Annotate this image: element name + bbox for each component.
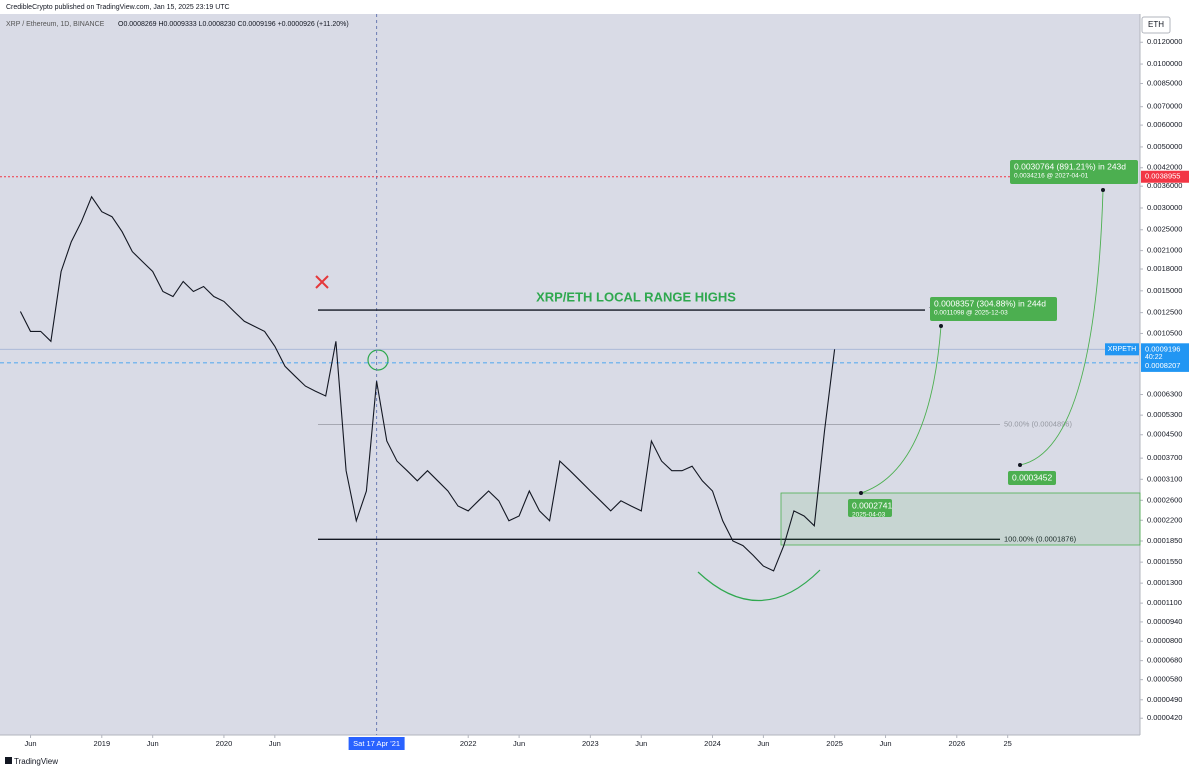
symbol-info: XRP / Ethereum, 1D, BINANCE: [6, 21, 105, 28]
currency-label[interactable]: ETH: [1148, 20, 1164, 29]
y-tick-label: 0.0085000: [1147, 78, 1182, 87]
projection-curve: [1019, 189, 1104, 466]
y-tick-label: 0.0002600: [1147, 495, 1182, 504]
y-tick-label: 0.0042000: [1147, 163, 1182, 172]
projection-text: 0.0030764 (891.21%) in 243d: [1014, 161, 1126, 171]
price-line: [19, 195, 836, 572]
x-tick-label: Jun: [879, 739, 891, 748]
x-tick-label: Jun: [635, 739, 647, 748]
y-tick-label: 0.0003100: [1147, 474, 1182, 483]
symbol-box: [1105, 343, 1139, 356]
projection-box: [848, 499, 892, 517]
y-tick-label: 0.0070000: [1147, 102, 1182, 111]
y-tick-label: 0.0018000: [1147, 264, 1182, 273]
logo-icon: [5, 757, 12, 764]
y-tick-label: 0.0006300: [1147, 390, 1182, 399]
x-tick-label: Jun: [24, 739, 36, 748]
circle-marker: [367, 349, 389, 371]
level-label: 50.00% (0.0004896): [1004, 420, 1072, 429]
y-tick-label: 0.0050000: [1147, 142, 1182, 151]
y-tick-label: 0.0036000: [1147, 181, 1182, 190]
alert-box: [1141, 170, 1189, 183]
x-tick-label: 2025: [826, 739, 843, 748]
y-tick-label: 0.0000580: [1147, 675, 1182, 684]
y-tick-label: 0.0002200: [1147, 515, 1182, 524]
ohlc-info: O0.0008269 H0.0009333 L0.0008230 C0.0009…: [118, 21, 349, 28]
y-tick-label: 0.0021000: [1147, 246, 1182, 255]
plot-layer: 0.0120000 0.0100000 0.0085000 0.0070000 0.00…: [0, 14, 1182, 748]
y-tick-label: 0.0000680: [1147, 656, 1182, 665]
y-tick-label: 0.0001300: [1147, 578, 1182, 587]
footer-logo: TradingView: [14, 757, 58, 766]
publish-info: CredibleCrypto published on TradingView.…: [6, 4, 230, 11]
y-tick-label: 0.0000420: [1147, 713, 1182, 722]
x-tick-label: 2023: [582, 739, 599, 748]
chart-title: XRP/ETH LOCAL RANGE HIGHS: [536, 289, 736, 304]
projection-box: [930, 297, 1057, 321]
projection-text: 0.0008357 (304.88%) in 244d: [934, 298, 1046, 308]
price-axis: [1140, 14, 1200, 735]
prev-price-box: [1141, 359, 1189, 372]
x-tick-label: 2024: [704, 739, 721, 748]
alert-label: 0.0038955: [1145, 172, 1180, 181]
projection-text: 0.0011098 @ 2025-12-03: [934, 310, 1008, 317]
support-zone: [780, 492, 1141, 546]
overlay-layer: Sat 17 Apr '21 0.0038955 XRPETH 0.000919640…: [348, 160, 1189, 750]
projection-point: [1101, 188, 1105, 192]
y-tick-label: 0.0060000: [1147, 120, 1182, 129]
y-tick-label: 0.0100000: [1147, 59, 1182, 68]
plot-background: [0, 14, 1140, 735]
y-tick-label: 0.0004500: [1147, 430, 1182, 439]
bottom-arc: [697, 569, 821, 602]
x-tick-label: Jun: [269, 739, 281, 748]
y-tick-label: 0.0010500: [1147, 328, 1182, 337]
currency-button[interactable]: [1141, 16, 1171, 34]
projection-point: [1018, 463, 1022, 467]
projection-curve: [860, 325, 942, 494]
last-price-label: 0.0009196: [1145, 344, 1180, 353]
last-price-box: [1141, 343, 1189, 362]
x-tick-label: 2020: [216, 739, 233, 748]
y-tick-label: 0.0000940: [1147, 617, 1182, 626]
y-tick-label: 0.0001100: [1147, 598, 1182, 607]
x-tick-label: 2019: [93, 739, 110, 748]
y-tick-label: 0.0000800: [1147, 636, 1182, 645]
countdown-label: 40:22: [1145, 354, 1163, 361]
projection-point: [859, 491, 863, 495]
y-tick-label: 0.0012500: [1147, 308, 1182, 317]
y-tick-label: 0.0001550: [1147, 557, 1182, 566]
projection-box: [1010, 160, 1138, 184]
x-tick-label: 2022: [460, 739, 477, 748]
prev-price-label: 0.0008207: [1145, 361, 1180, 370]
y-tick-label: 0.0000490: [1147, 695, 1182, 704]
y-tick-label: 0.0030000: [1147, 203, 1182, 212]
level-label: 100.00% (0.0001876): [1004, 534, 1077, 543]
y-tick-label: 0.0015000: [1147, 286, 1182, 295]
x-marker: [315, 275, 329, 289]
x-tick-label: Jun: [513, 739, 525, 748]
x-tick-label: Jun: [147, 739, 159, 748]
projection-text: 0.0002741: [852, 500, 892, 510]
x-tick-label: 2026: [948, 739, 965, 748]
y-tick-label: 0.0003700: [1147, 453, 1182, 462]
crosshair-box: [348, 737, 405, 750]
projection-text: 2025-04-03: [852, 512, 886, 519]
x-tick-label: Jun: [757, 739, 769, 748]
crosshair-label: Sat 17 Apr '21: [353, 739, 400, 748]
y-tick-label: 0.0120000: [1147, 37, 1182, 46]
symbol-label: XRPETH: [1108, 346, 1136, 353]
projection-text: 0.0034216 @ 2027-04-01: [1014, 173, 1089, 180]
projection-box: [1008, 471, 1056, 485]
y-tick-label: 0.0005300: [1147, 410, 1182, 419]
y-tick-label: 0.0001850: [1147, 536, 1182, 545]
y-tick-label: 0.0025000: [1147, 225, 1182, 234]
projection-text: 0.0003452: [1012, 472, 1052, 482]
projection-point: [939, 324, 943, 328]
x-tick-label: 25: [1004, 739, 1012, 748]
